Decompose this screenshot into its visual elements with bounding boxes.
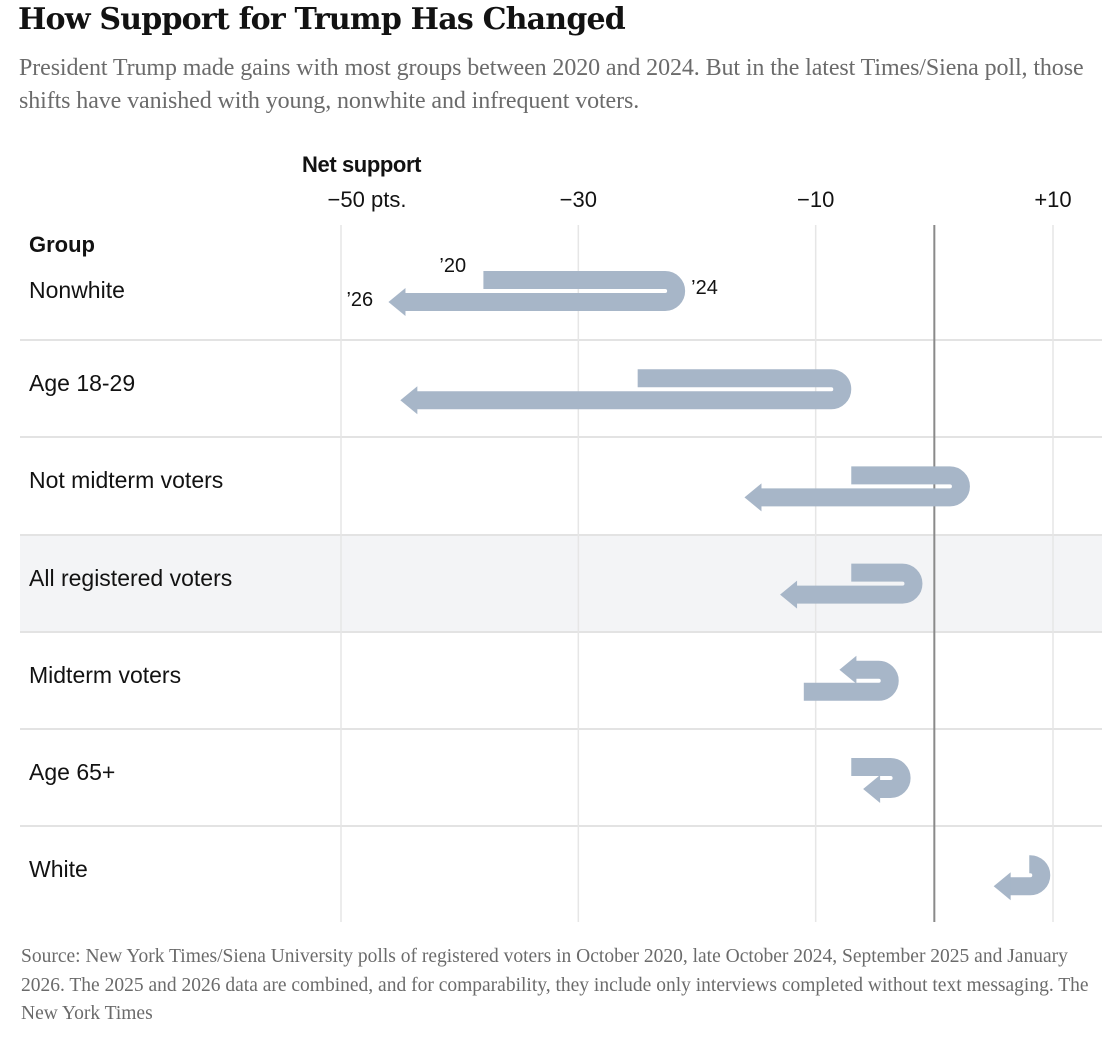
x-tick-label: −50 pts. [327,187,407,212]
group-label: Nonwhite [29,277,125,303]
x-tick-label: +10 [1034,187,1072,212]
row-separator [20,436,1102,439]
shift-arrow-band [760,466,970,507]
group-label: Midterm voters [29,661,182,688]
group-label: Age 65+ [29,759,116,785]
group-label: All registered voters [29,564,233,591]
source-note: Source: New York Times/Siena University … [21,946,1089,1024]
group-label: Age 18-29 [29,370,136,397]
shift-arrow-band [803,660,899,701]
group-label: Not midterm voters [29,467,224,494]
row-separator [20,825,1102,828]
shift-arrow-band [404,271,686,311]
shift-arrow-band [416,369,852,410]
shift-arrow-head [400,386,418,415]
shift-arrow-band [851,758,911,798]
year-label-end: ’26 [346,289,374,311]
shift-arrow-head [780,580,798,609]
year-label-start: ’20 [439,255,467,277]
row-separator [20,728,1102,730]
row-separator [20,630,1102,633]
shift-arrow-head [993,872,1011,901]
row-separator [20,339,1102,342]
year-label-middle: ’24 [691,277,718,299]
shift-arrow-head [839,655,857,684]
shift-arrow-head [863,775,881,803]
shift-arrow-head [744,483,762,512]
row-separator [20,533,1102,536]
shift-arrow-band [1009,855,1051,896]
group-label: White [29,856,88,883]
x-tick-label: −10 [796,187,835,212]
x-tick-label: −30 [559,187,597,212]
shift-arrow-head [388,288,406,316]
y-axis-title: Group [29,232,95,257]
chart-title: How Support for Trump Has Changed [18,2,626,37]
chart-subtitle: President Trump made gains with most gro… [19,55,1084,114]
x-axis-title: Net support [302,152,422,177]
shift-arrow-band [796,563,923,604]
